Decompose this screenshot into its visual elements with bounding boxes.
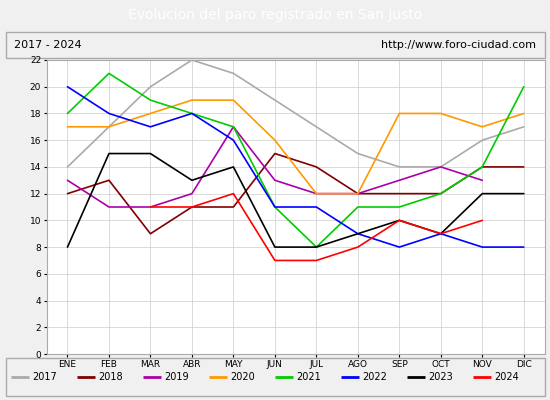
Text: 2020: 2020 [230, 372, 255, 382]
Text: Evolucion del paro registrado en San Justo: Evolucion del paro registrado en San Jus… [128, 8, 422, 22]
Text: 2017 - 2024: 2017 - 2024 [14, 40, 81, 50]
Bar [6, 32, 544, 58]
Text: 2023: 2023 [428, 372, 453, 382]
Text: 2017: 2017 [32, 372, 57, 382]
Text: 2022: 2022 [362, 372, 387, 382]
Text: 2018: 2018 [98, 372, 123, 382]
Bar [6, 358, 544, 396]
Text: 2019: 2019 [164, 372, 189, 382]
Text: 2021: 2021 [296, 372, 321, 382]
Text: 2024: 2024 [494, 372, 519, 382]
Text: http://www.foro-ciudad.com: http://www.foro-ciudad.com [381, 40, 536, 50]
